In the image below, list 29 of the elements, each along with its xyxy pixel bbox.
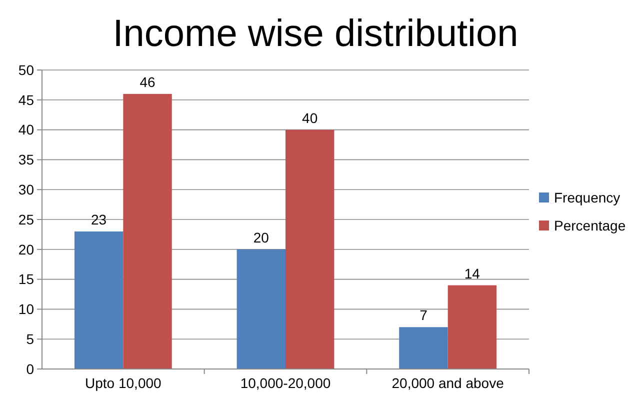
x-tick-label: 20,000 and above bbox=[392, 375, 504, 391]
bar bbox=[74, 231, 124, 369]
y-tick-label: 15 bbox=[18, 271, 34, 288]
legend-label: Frequency bbox=[554, 189, 620, 206]
data-label: 7 bbox=[420, 307, 428, 324]
data-label: 23 bbox=[91, 211, 107, 228]
data-label: 40 bbox=[302, 110, 318, 126]
data-label: 14 bbox=[464, 265, 480, 282]
x-tick-label: Upto 10,000 bbox=[85, 375, 162, 391]
bar bbox=[236, 249, 286, 369]
y-tick-label: 30 bbox=[18, 182, 34, 198]
y-tick-label: 35 bbox=[18, 152, 34, 168]
y-tick-label: 40 bbox=[18, 122, 34, 138]
bar bbox=[123, 94, 172, 369]
y-tick-label: 50 bbox=[18, 62, 34, 78]
bar bbox=[286, 130, 334, 369]
y-tick-label: 10 bbox=[18, 301, 34, 318]
y-tick-label: 5 bbox=[26, 331, 34, 347]
y-tick-label: 20 bbox=[18, 241, 34, 258]
bar bbox=[448, 285, 497, 369]
bar bbox=[399, 327, 448, 369]
data-label: 46 bbox=[140, 74, 156, 90]
y-tick-label: 25 bbox=[18, 211, 34, 228]
chart-title: Income wise distribution bbox=[112, 13, 518, 55]
legend-label: Percentage bbox=[554, 217, 626, 234]
y-tick-label: 45 bbox=[18, 92, 34, 108]
x-tick-label: 10,000-20,000 bbox=[240, 375, 331, 391]
y-tick-label: 0 bbox=[26, 360, 34, 377]
data-label: 20 bbox=[253, 229, 270, 246]
